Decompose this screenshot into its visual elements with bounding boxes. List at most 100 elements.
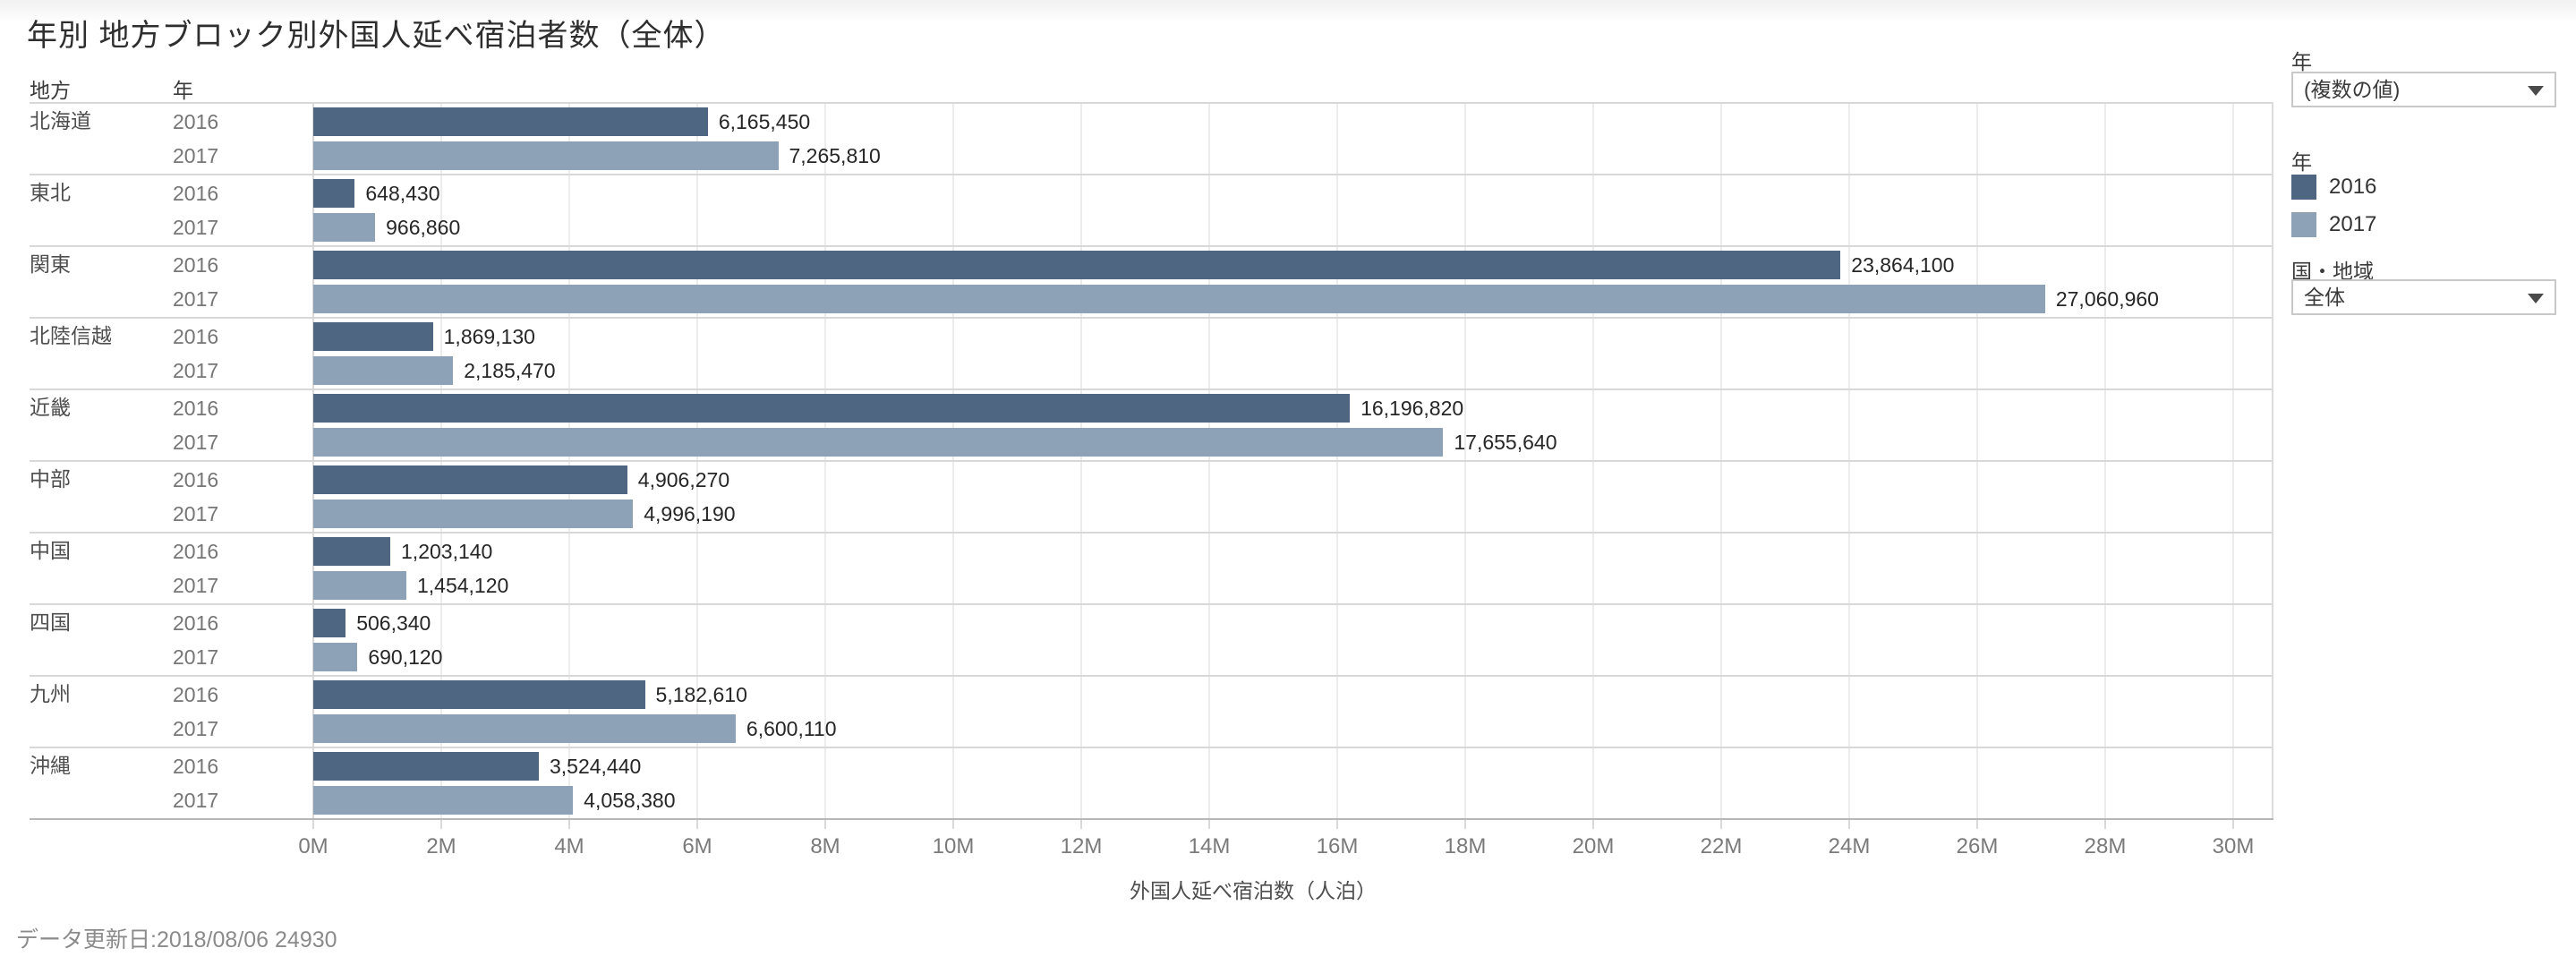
legend-item-2016[interactable]: 2016 xyxy=(2291,172,2560,202)
bar-row: 2017 6,600,110 xyxy=(30,711,2273,747)
bar-2017[interactable] xyxy=(313,571,406,600)
filter-year-dropdown[interactable]: (複数の値) xyxy=(2291,72,2556,107)
region-label: 北海道 xyxy=(30,109,91,132)
year-label: 2016 xyxy=(173,540,219,563)
bar-row: 2017 4,058,380 xyxy=(30,782,2273,818)
bar-2016[interactable] xyxy=(313,537,390,566)
bar-row: 2017 2,185,470 xyxy=(30,353,2273,389)
region-label: 中部 xyxy=(30,467,71,491)
column-header-year: 年 xyxy=(173,79,193,102)
bar-2017[interactable] xyxy=(313,500,634,528)
year-label: 2016 xyxy=(173,397,219,420)
legend-label: 2016 xyxy=(2329,175,2377,199)
bar-2017[interactable] xyxy=(313,285,2045,313)
region-label: 九州 xyxy=(30,682,71,705)
year-label: 2016 xyxy=(173,253,219,277)
year-label: 2016 xyxy=(173,182,219,205)
bar-value-label: 6,165,450 xyxy=(718,110,811,133)
bar-row: 2017 17,655,640 xyxy=(30,424,2273,460)
bar-row: 2016 3,524,440 xyxy=(30,748,2273,784)
axis-tick-mark xyxy=(1080,820,1082,829)
year-label: 2017 xyxy=(173,216,219,239)
year-label: 2016 xyxy=(173,325,219,348)
bar-row: 2016 1,869,130 xyxy=(30,319,2273,354)
page-title: 年別 地方ブロック別外国人延べ宿泊者数（全体） xyxy=(27,19,726,53)
bar-2016[interactable] xyxy=(313,251,1841,279)
bar-2017[interactable] xyxy=(313,643,358,671)
axis-tick-label: 6M xyxy=(682,834,712,858)
axis-tick-mark xyxy=(696,820,698,829)
axis-tick-mark xyxy=(952,820,954,829)
bar-row: 2016 16,196,820 xyxy=(30,390,2273,426)
year-label: 2016 xyxy=(173,755,219,778)
year-label: 2017 xyxy=(173,287,219,311)
axis-tick-mark xyxy=(1208,820,1210,829)
bar-2017[interactable] xyxy=(313,428,1444,457)
axis-tick-label: 30M xyxy=(2212,834,2255,858)
year-label: 2016 xyxy=(173,611,219,635)
region-group: 中国 2016 1,203,140 2017 1,454,120 xyxy=(30,532,2273,603)
axis-tick-label: 10M xyxy=(932,834,975,858)
bar-2017[interactable] xyxy=(313,356,454,385)
bar-2016[interactable] xyxy=(313,322,433,351)
bar-2016[interactable] xyxy=(313,609,346,637)
year-label: 2017 xyxy=(173,144,219,167)
bar-2016[interactable] xyxy=(313,680,645,709)
region-group: 北陸信越 2016 1,869,130 2017 2,185,470 xyxy=(30,317,2273,389)
bar-value-label: 506,340 xyxy=(356,611,431,635)
bar-value-label: 4,996,190 xyxy=(644,502,736,525)
top-gradient xyxy=(0,0,2576,23)
axis-tick-label: 2M xyxy=(426,834,456,858)
bar-2016[interactable] xyxy=(313,752,539,781)
filter-panel: 年 (複数の値) 年 2016 2017 国・地域 全体 xyxy=(2291,36,2560,358)
axis-tick-mark xyxy=(568,820,570,829)
bar-row: 2017 27,060,960 xyxy=(30,281,2273,317)
axis-tick-label: 14M xyxy=(1188,834,1231,858)
year-label: 2017 xyxy=(173,645,219,669)
filter-country-dropdown[interactable]: 全体 xyxy=(2291,279,2556,315)
axis-tick-mark xyxy=(440,820,442,829)
bar-2017[interactable] xyxy=(313,786,574,815)
axis-tick-label: 22M xyxy=(1700,834,1743,858)
bar-2016[interactable] xyxy=(313,179,355,208)
x-axis-line xyxy=(30,818,2273,820)
bar-row: 2016 648,430 xyxy=(30,175,2273,211)
axis-tick-label: 12M xyxy=(1060,834,1103,858)
region-label: 北陸信越 xyxy=(30,324,112,347)
bar-2017[interactable] xyxy=(313,213,376,242)
bar-value-label: 1,203,140 xyxy=(401,540,493,563)
region-group: 近畿 2016 16,196,820 2017 17,655,640 xyxy=(30,389,2273,460)
bar-2016[interactable] xyxy=(313,394,1351,423)
bar-value-label: 17,655,640 xyxy=(1454,431,1557,454)
bar-2017[interactable] xyxy=(313,141,779,170)
bar-row: 2017 966,860 xyxy=(30,209,2273,245)
year-label: 2016 xyxy=(173,683,219,706)
region-group: 北海道 2016 6,165,450 2017 7,265,810 xyxy=(30,102,2273,174)
bar-row: 2016 5,182,610 xyxy=(30,677,2273,713)
bar-value-label: 4,906,270 xyxy=(637,468,730,491)
bar-row: 2016 1,203,140 xyxy=(30,534,2273,569)
bar-row: 2016 506,340 xyxy=(30,605,2273,641)
bar-2016[interactable] xyxy=(313,107,708,136)
bar-2017[interactable] xyxy=(313,714,736,743)
axis-tick-mark xyxy=(1464,820,1466,829)
year-label: 2017 xyxy=(173,502,219,525)
legend-swatch xyxy=(2291,175,2316,200)
axis-tick-label: 4M xyxy=(554,834,584,858)
legend-item-2017[interactable]: 2017 xyxy=(2291,209,2560,240)
bar-value-label: 690,120 xyxy=(368,645,443,669)
bar-2016[interactable] xyxy=(313,465,627,494)
region-group: 関東 2016 23,864,100 2017 27,060,960 xyxy=(30,245,2273,317)
filter-year-value: (複数の値) xyxy=(2304,78,2401,101)
region-label: 中国 xyxy=(30,539,71,562)
axis-tick-mark xyxy=(1848,820,1850,829)
axis-tick-mark xyxy=(1592,820,1594,829)
filter-country-label: 国・地域 xyxy=(2291,260,2374,283)
region-group: 四国 2016 506,340 2017 690,120 xyxy=(30,603,2273,675)
bar-value-label: 648,430 xyxy=(365,182,440,205)
year-label: 2017 xyxy=(173,574,219,597)
axis-tick-mark xyxy=(1976,820,1978,829)
axis-tick-label: 26M xyxy=(1956,834,1999,858)
bar-value-label: 23,864,100 xyxy=(1851,253,1955,277)
